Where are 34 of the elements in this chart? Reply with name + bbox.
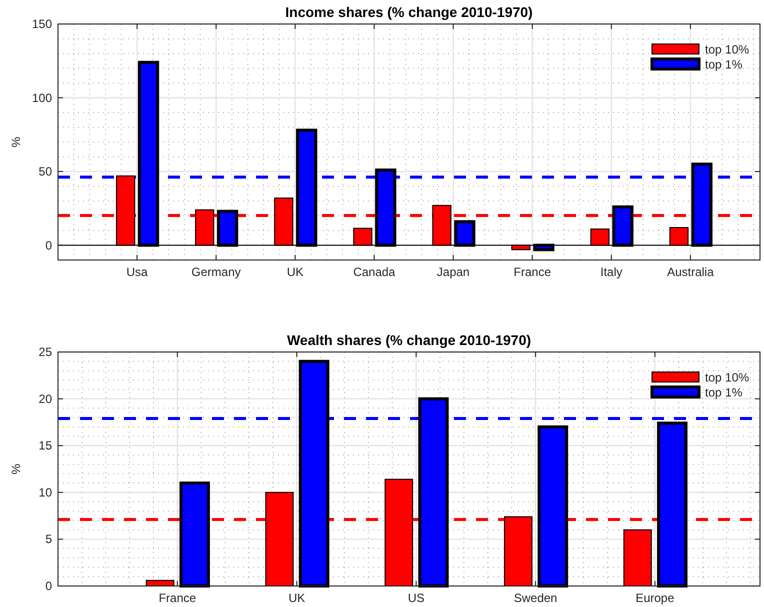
legend-label: top 1% <box>705 386 743 400</box>
x-tick-label: Europe <box>636 591 675 605</box>
y-axis-title: % <box>9 463 23 474</box>
y-axis-title: % <box>9 136 23 148</box>
chart-title: Income shares (% change 2010-1970) <box>285 4 533 20</box>
legend-label: top 10% <box>705 370 750 384</box>
y-tick-label: 20 <box>38 392 52 406</box>
legend-label: top 1% <box>705 58 743 72</box>
y-tick-label: 15 <box>38 438 52 453</box>
bar <box>538 425 568 588</box>
x-tick-label: UK <box>286 265 304 279</box>
x-tick-label: US <box>408 591 424 605</box>
x-tick-label: France <box>158 591 196 605</box>
chart-title: Wealth shares (% change 2010-1970) <box>286 332 532 348</box>
bar <box>179 482 210 588</box>
y-tick-label: 0 <box>45 238 52 252</box>
y-tick-label: 10 <box>38 485 52 500</box>
bar <box>623 529 652 586</box>
x-tick-label: Italy <box>600 265 622 279</box>
y-tick-label: 5 <box>45 532 52 546</box>
y-tick-label: 0 <box>45 579 52 593</box>
x-tick-label: Usa <box>126 265 148 279</box>
x-tick-label: France <box>514 265 552 279</box>
y-tick-label: 50 <box>38 164 52 178</box>
y-tick-label: 25 <box>38 345 52 359</box>
y-tick-label: 150 <box>32 17 52 31</box>
legend-label: top 10% <box>705 42 750 56</box>
x-tick-label: Canada <box>353 265 396 279</box>
x-tick-label: Germany <box>191 265 241 279</box>
x-tick-label: Japan <box>436 265 470 279</box>
x-tick-label: Australia <box>667 265 714 279</box>
x-tick-label: UK <box>288 591 306 605</box>
y-tick-label: 100 <box>32 90 52 105</box>
x-tick-label: Sweden <box>514 591 558 605</box>
